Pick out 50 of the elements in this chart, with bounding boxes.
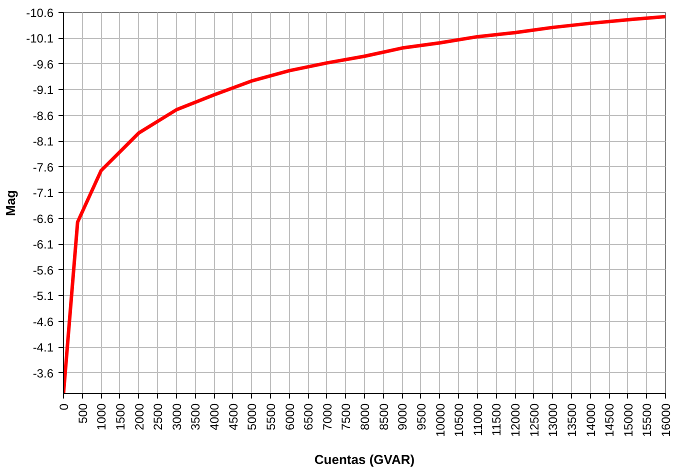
y-tick-label: -4.1	[32, 340, 54, 355]
y-tick-label: -8.6	[32, 108, 54, 123]
x-tick-label: 4000	[208, 403, 222, 430]
x-tick-label: 500	[76, 403, 90, 424]
y-tick-label: -8.1	[32, 134, 54, 149]
y-tick-label: -9.6	[32, 57, 54, 72]
x-tick-label: 9500	[414, 403, 428, 430]
y-tick-label: -7.1	[32, 186, 54, 200]
x-tick-label: 10000	[433, 403, 448, 437]
y-tick-label: -4.6	[32, 314, 54, 329]
y-tick-label: -5.1	[32, 289, 54, 304]
y-tick-label: -6.1	[32, 238, 54, 252]
x-tick-label: 2500	[151, 403, 166, 430]
x-tick-label: 7000	[320, 403, 334, 430]
x-tick-label: 11500	[490, 403, 504, 436]
x-tick-label: 11000	[470, 403, 485, 436]
x-tick-label: 5500	[264, 403, 278, 430]
x-tick-label: 16000	[659, 403, 673, 437]
y-tick-label: -6.6	[32, 212, 54, 226]
x-tick-label: 15000	[621, 403, 636, 437]
x-tick-label: 12500	[527, 403, 542, 437]
x-axis-title: Cuentas (GVAR)	[314, 452, 415, 467]
x-tick-label: 5000	[245, 403, 260, 430]
x-tick-label: 13000	[546, 403, 560, 437]
x-tick-label: 2000	[132, 403, 146, 430]
x-tick-label: 1500	[113, 403, 128, 430]
x-tick-label: 8500	[376, 403, 391, 430]
x-tick-label: 3500	[188, 403, 203, 430]
y-tick-label: -10.1	[26, 32, 54, 46]
y-tick-label: -10.6	[26, 6, 54, 20]
x-tick-label: 0	[57, 403, 71, 410]
x-tick-label: 12000	[508, 403, 522, 437]
x-tick-label: 9000	[396, 403, 410, 430]
x-tick-label: 13500	[564, 403, 579, 437]
x-tick-label: 4500	[226, 403, 240, 430]
x-tick-label: 1000	[94, 403, 109, 430]
y-axis-title: Mag	[3, 190, 18, 216]
x-tick-label: 15500	[640, 403, 654, 437]
x-tick-label: 8000	[358, 403, 372, 430]
x-tick-label: 6000	[282, 403, 297, 430]
y-tick-label: -5.6	[32, 263, 54, 278]
x-tick-label: 3000	[170, 403, 184, 430]
x-tick-label: 14500	[602, 403, 617, 437]
x-tick-label: 7500	[339, 403, 354, 430]
y-tick-label: -3.6	[32, 366, 54, 380]
x-tick-label: 10500	[452, 403, 466, 437]
y-tick-label: -7.6	[32, 160, 54, 174]
x-tick-label: 14000	[584, 403, 598, 437]
x-tick-label: 6500	[302, 403, 316, 430]
y-tick-label: -9.1	[32, 83, 54, 98]
